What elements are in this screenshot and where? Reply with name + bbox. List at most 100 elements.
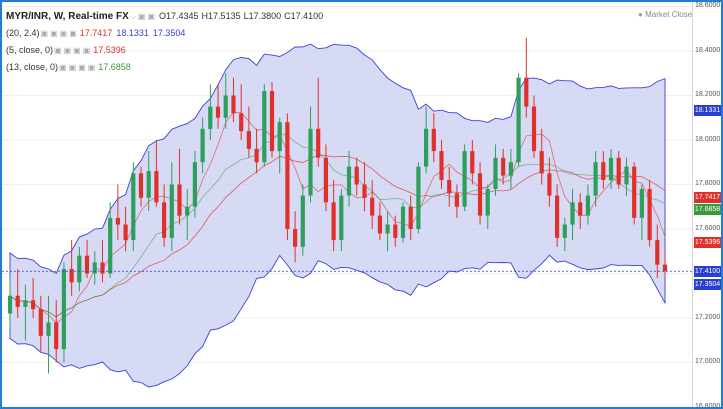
candle-body [400,206,406,238]
close-icon[interactable]: ▣ [78,63,86,72]
open-value: O17.4345 [159,11,199,21]
indicator-value: 17.6858 [98,62,131,72]
price-tick-label: 18.0000 [695,135,721,143]
candle-body [192,162,197,207]
candle-body [285,122,290,229]
candle-body [54,322,59,350]
candle-body [108,217,113,274]
candle-body [69,269,74,283]
candle-body [77,255,82,283]
candle-body [485,188,490,216]
indicator-value: 18.1331 [116,28,149,38]
candle-body [300,195,305,247]
candle-body [131,173,136,241]
candle-body [208,106,213,129]
more-icon[interactable]: ▣ [69,29,77,38]
candle-body [239,113,244,132]
candle-body [246,131,251,149]
market-status: ● Market Closed [638,10,697,19]
close-icon[interactable]: ▣ [73,46,81,55]
candle-body [524,77,529,107]
candle-body [231,95,236,114]
candle-body [385,224,390,234]
candle-body [454,193,459,207]
candle-body [578,202,583,216]
indicator-params: (20, 2.4) [6,28,40,38]
candle-body [555,195,560,238]
candle-body [38,309,43,336]
candle-body [84,255,90,274]
indicator-value: 17.5396 [93,45,126,55]
candle-body [370,197,375,216]
candle-body [185,206,190,216]
candle-body [215,106,221,118]
price-tick-label: 17.0000 [695,358,721,366]
legend-ma-5[interactable]: (5, close, 0) ▣ ▣ ▣ ▣ 17.5396 [6,42,323,59]
legend-bollinger[interactable]: (20, 2.4) ▣ ▣ ▣ ▣ 17.7417 18.1331 17.350… [6,25,323,42]
price-tick-label: 18.2000 [695,91,721,99]
ma-13-line [9,133,666,318]
close-icon[interactable]: ▣ [59,29,68,38]
price-badge: 17.6858 [694,204,721,216]
candle-body [624,166,629,185]
candle-body [601,162,606,180]
candle-body [162,202,167,238]
candle-body [616,157,621,185]
chevron-down-icon[interactable]: ⌵ [129,12,136,21]
more-icon[interactable]: ▣ [87,63,96,72]
candle-body [608,157,614,181]
candle-body [123,224,128,241]
candle-body [593,162,598,196]
visibility-icon[interactable]: ▣ [54,46,62,55]
close-value: C17.4100 [284,11,324,21]
candle-body [416,166,421,229]
ma-5-line [9,111,666,324]
candle-body [308,128,313,196]
price-badge: 17.4100 [694,265,721,277]
visibility-icon[interactable]: ▣ [137,12,146,21]
candle-body [516,77,521,163]
candle-body [46,322,51,336]
candle-body [254,148,259,163]
candle-body [362,184,367,198]
candle-body [439,151,444,180]
settings-icon[interactable]: ▣ [68,63,77,72]
legend-ma-13[interactable]: (13, close, 0) ▣ ▣ ▣ ▣ 17.6858 [6,59,323,76]
market-status-label: Market Closed [645,10,697,19]
candle-body [408,206,413,229]
candle-body [424,128,429,167]
price-tick-label: 16.8000 [695,403,721,409]
price-badge: 17.5396 [694,236,721,248]
candle-body [323,157,328,203]
candle-body [531,106,537,152]
indicator-params: (13, close, 0) [6,62,59,72]
price-axis[interactable]: 18.6000 18.4000 18.2000 18.0000 17.8000 17.60… [692,2,721,409]
legend: MYR/INR, W, Real-time FX ⌵ ▣ ▣ O17.4345 … [6,8,323,76]
candle-body [632,166,637,218]
symbol-title[interactable]: MYR/INR, W, Real-time FX [6,11,129,22]
price-chart[interactable] [2,2,692,407]
candle-body [31,300,36,310]
candle-body [447,180,452,194]
settings-icon[interactable]: ▣ [50,29,58,38]
candle-body [15,295,20,307]
candle-body [7,295,13,314]
indicator-value: 17.7417 [79,28,113,38]
candle-body [23,300,28,307]
candle-body [115,217,120,225]
candle-body [462,151,467,207]
candle-body [169,184,174,238]
price-tick-label: 18.4000 [695,46,721,54]
candle-body [100,262,105,274]
settings-icon[interactable]: ▣ [63,46,72,55]
indicator-params: (5, close, 0) [6,45,54,55]
settings-icon[interactable]: ▣ [147,12,155,21]
visibility-icon[interactable]: ▣ [40,29,49,38]
candle-body [477,173,483,216]
candle-body [655,240,660,265]
visibility-icon[interactable]: ▣ [59,63,67,72]
more-icon[interactable]: ▣ [82,46,91,55]
bollinger-basis-line [9,154,666,318]
candle-body [200,128,205,163]
